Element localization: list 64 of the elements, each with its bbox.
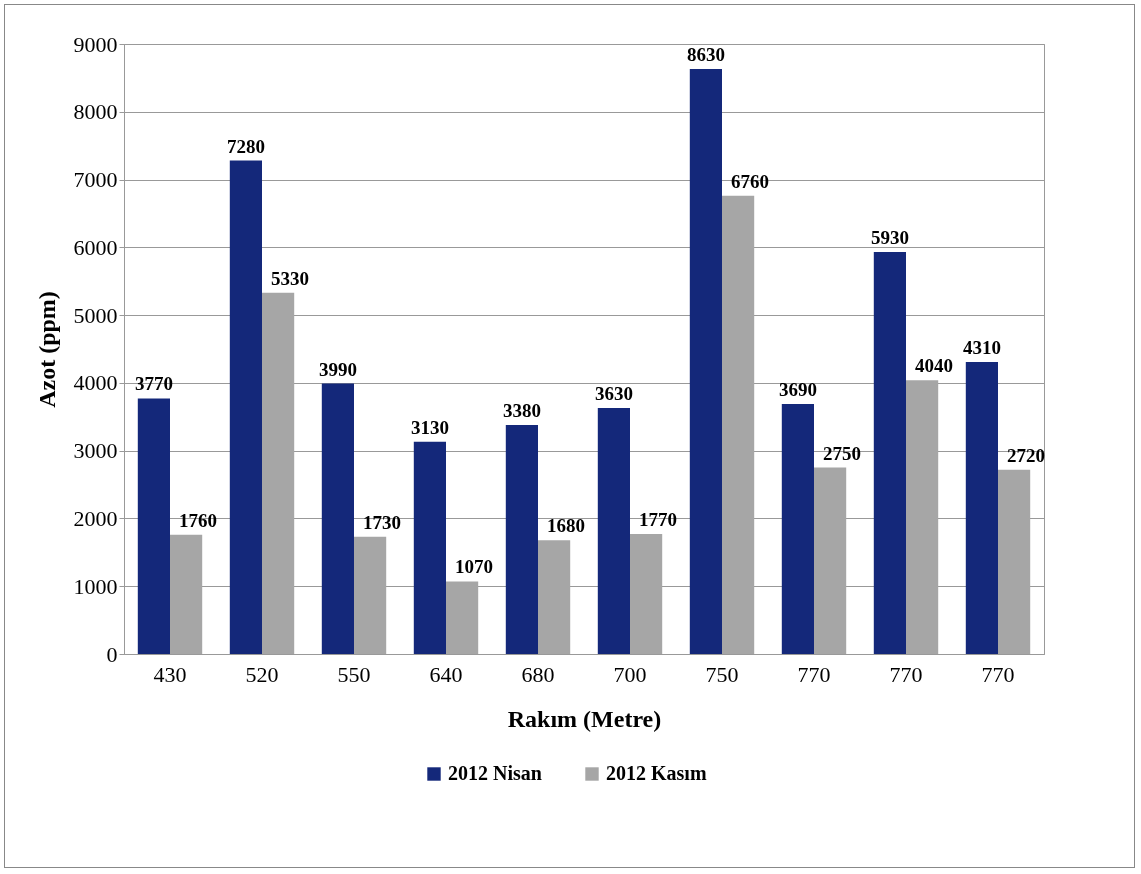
x-tick-label: 750 [705,661,739,687]
bar [873,252,906,654]
y-tick-label: 4000 [73,370,118,396]
bar [814,467,847,654]
bar [321,383,354,654]
x-tick-label: 770 [797,661,831,687]
data-label: 3130 [410,416,449,438]
y-tick-label: 8000 [73,99,118,125]
bar [597,407,630,654]
bar [413,441,446,654]
y-tick-label: 7000 [73,167,118,193]
x-tick-label: 520 [245,661,279,687]
data-label: 5930 [870,227,909,249]
y-tick-label: 0 [106,641,118,667]
bar [137,398,170,654]
bar [354,536,387,654]
x-tick-label: 640 [429,661,463,687]
x-tick-label: 770 [889,661,923,687]
data-label: 4310 [962,336,1001,358]
data-label: 3380 [502,399,541,421]
data-label: 3630 [594,382,633,404]
x-tick-label: 770 [981,661,1015,687]
x-axis-title: Rakım (Metre) [507,705,662,732]
legend-label: 2012 Kasım [606,762,707,784]
data-label: 2720 [1007,444,1046,466]
data-label: 3690 [778,378,817,400]
data-label: 7280 [226,135,265,157]
y-tick-label: 5000 [73,302,118,328]
bar [446,581,479,654]
data-label: 1680 [547,515,586,537]
bar [262,292,295,654]
data-label: 5330 [271,267,310,289]
y-axis-title: Azot (ppm) [33,291,60,408]
x-tick-label: 550 [337,661,371,687]
data-label: 1730 [363,511,402,533]
y-tick-label: 3000 [73,438,118,464]
data-label: 1070 [455,556,494,578]
y-tick-label: 6000 [73,234,118,260]
bar [229,160,262,654]
data-label: 2750 [823,442,862,464]
data-label: 3770 [134,373,173,395]
bar [505,424,538,654]
bar [689,69,722,654]
bar [781,403,814,654]
bar [630,534,663,654]
bar [722,195,755,654]
data-label: 1760 [179,509,218,531]
data-label: 3990 [318,358,357,380]
bar [965,361,998,654]
bar [906,380,939,654]
x-tick-label: 700 [613,661,647,687]
data-label: 4040 [915,355,954,377]
y-tick-label: 9000 [73,31,118,57]
y-tick-label: 1000 [73,573,118,599]
y-tick-label: 2000 [73,505,118,531]
data-label: 8630 [686,44,725,66]
x-tick-label: 430 [153,661,187,687]
data-label: 1770 [639,509,678,531]
x-tick-label: 680 [521,661,555,687]
legend-label: 2012 Nisan [448,762,542,784]
bar [170,534,203,654]
bar [998,469,1031,654]
bar [538,540,571,654]
data-label: 6760 [731,170,770,192]
